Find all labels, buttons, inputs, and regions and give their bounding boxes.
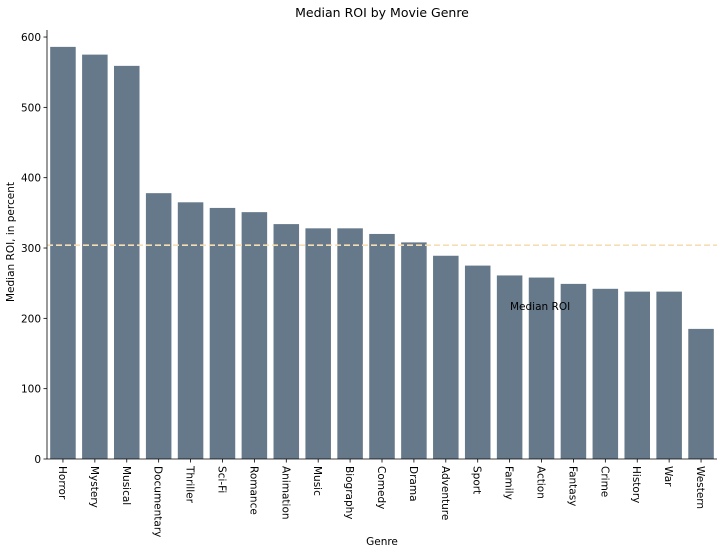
- bars-group: [50, 46, 714, 460]
- bar-western: [688, 328, 714, 459]
- bar-sport: [464, 265, 491, 459]
- chart-title: Median ROI by Movie Genre: [295, 5, 469, 20]
- y-tick-label: 300: [21, 243, 41, 255]
- x-tick-label: Fantasy: [566, 466, 578, 506]
- y-tick-label: 400: [21, 173, 41, 185]
- x-tick-label: Horror: [56, 466, 68, 500]
- x-tick-label: Western: [694, 466, 706, 509]
- x-tick-label: Crime: [598, 466, 610, 497]
- bar-comedy: [369, 233, 395, 459]
- y-ticks-group: 0 100 200 300 400 500 600: [21, 32, 47, 466]
- bar-animation: [273, 224, 300, 459]
- y-axis-label: Median ROI, in percent: [5, 182, 17, 302]
- x-tick-label: War: [662, 466, 674, 487]
- y-tick-label: 200: [21, 313, 41, 325]
- x-tick-label: Musical: [120, 466, 132, 505]
- bar-adventure: [433, 255, 459, 459]
- x-tick-label: Action: [535, 466, 547, 499]
- bar-music: [305, 228, 331, 459]
- x-ticks-group: Horror Mystery Musical Documentary Thriller S…: [56, 459, 706, 537]
- x-tick-label: Romance: [247, 466, 259, 515]
- bar-crime: [592, 288, 619, 459]
- bar-history: [624, 291, 650, 459]
- bar-horror: [50, 46, 76, 459]
- bar-documentary: [145, 193, 172, 460]
- bar-thriller: [177, 202, 204, 459]
- median-roi-annotation: Median ROI: [510, 301, 570, 313]
- x-tick-label: Mystery: [88, 466, 100, 508]
- bar-drama: [401, 242, 427, 459]
- bar-romance: [241, 212, 268, 459]
- y-tick-label: 500: [21, 102, 41, 114]
- x-tick-label: Animation: [279, 466, 291, 520]
- x-tick-label: Family: [503, 466, 515, 500]
- y-tick-label: 0: [34, 454, 41, 466]
- bar-biography: [337, 228, 363, 459]
- x-tick-label: Thriller: [184, 465, 196, 504]
- x-tick-label: Adventure: [439, 466, 451, 520]
- x-axis-label: Genre: [366, 536, 398, 548]
- y-tick-label: 100: [21, 384, 41, 396]
- bar-mystery: [82, 54, 108, 460]
- x-tick-label: Biography: [343, 466, 355, 520]
- bar-musical: [114, 65, 140, 459]
- y-tick-label: 600: [21, 32, 41, 44]
- x-tick-label: Documentary: [152, 466, 164, 537]
- bar-fantasy: [560, 283, 587, 459]
- x-tick-label: Sci-Fi: [215, 466, 227, 493]
- x-tick-label: Comedy: [375, 466, 387, 509]
- x-tick-label: Music: [311, 466, 323, 496]
- bar-sci-fi: [209, 207, 236, 459]
- bar-family: [496, 275, 523, 459]
- x-tick-label: Drama: [407, 466, 419, 502]
- x-tick-label: Sport: [471, 466, 483, 494]
- bar-action: [528, 277, 555, 459]
- bar-war: [656, 291, 682, 459]
- x-tick-label: History: [630, 466, 642, 503]
